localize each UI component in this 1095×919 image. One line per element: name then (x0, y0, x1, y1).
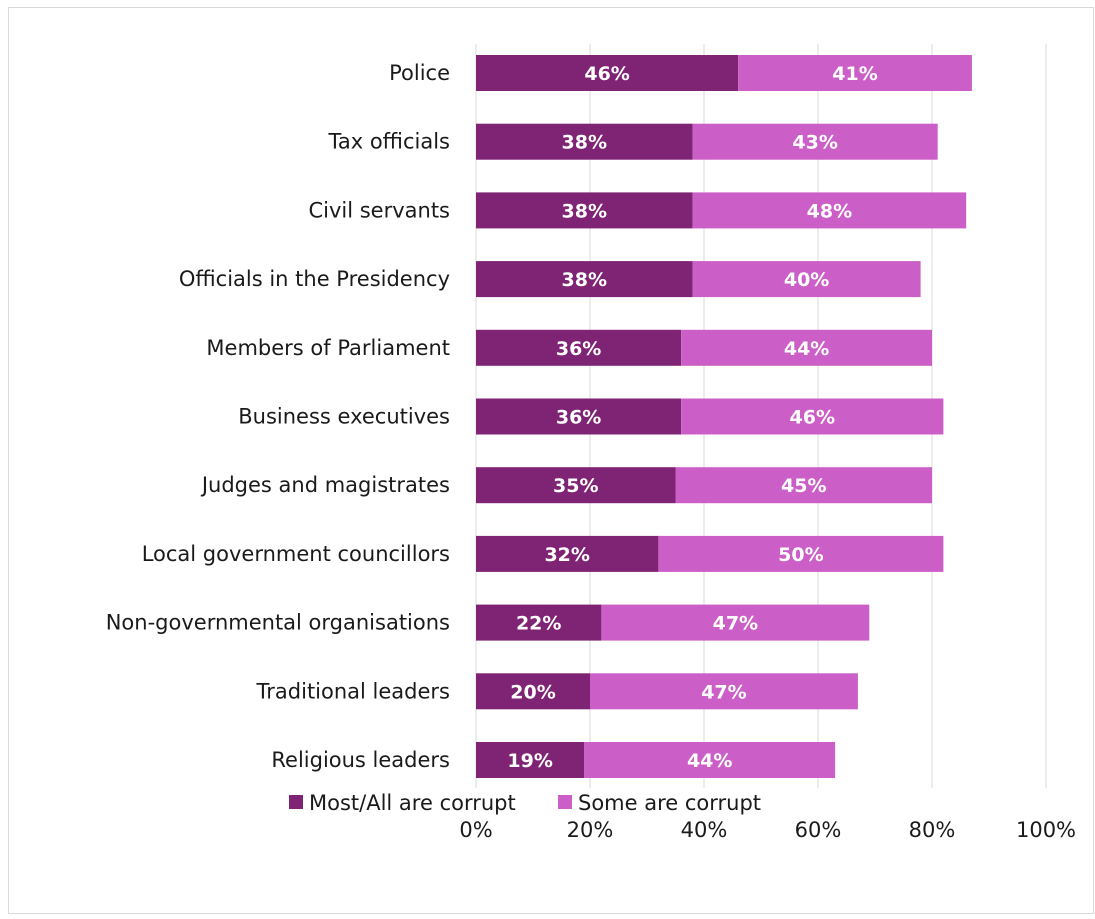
bar-data-label: 47% (713, 613, 758, 635)
legend-label: Most/All are corrupt (309, 791, 516, 815)
bar-data-label: 20% (510, 681, 555, 703)
bar-data-label: 46% (790, 407, 835, 429)
x-tick-label: 20% (567, 818, 614, 842)
bars: 46% 41% 38% 43% 38% 48% 38% 40% 36% 44% 36% 46% 35% 4… (476, 55, 972, 778)
bar-most-all-corrupt (476, 673, 590, 710)
bar-some-corrupt (584, 742, 836, 778)
category-label: Business executives (238, 405, 450, 429)
legend-label: Some are corrupt (578, 791, 761, 815)
bar-row: 38% 48% (476, 192, 967, 229)
bar-data-label: 38% (562, 132, 607, 154)
bar-some-corrupt (658, 535, 944, 572)
bar-data-label: 50% (778, 544, 823, 566)
legend-swatch (289, 795, 303, 809)
legend-item-most-all-corrupt: Most/All are corrupt (289, 791, 516, 815)
category-label: Local government councillors (142, 542, 450, 566)
bar-data-label: 36% (556, 407, 601, 429)
bar-data-label: 19% (507, 750, 552, 772)
bar-row: 19% 44% (476, 742, 836, 778)
bar-most-all-corrupt (476, 261, 693, 298)
category-label: Tax officials (328, 130, 451, 154)
bar-some-corrupt (681, 398, 944, 435)
bar-row: 20% 47% (476, 673, 858, 710)
x-tick-label: 100% (1016, 818, 1076, 842)
bar-data-label: 41% (832, 63, 877, 85)
legend-item-some-corrupt: Some are corrupt (558, 791, 761, 815)
x-tick-label: 0% (459, 818, 492, 842)
bar-most-all-corrupt (476, 742, 585, 778)
bar-row: 22% 47% (476, 604, 870, 641)
chart-frame: 46% 41% 38% 43% 38% 48% 38% 40% 36% 44% 36% 46% 35% 4… (8, 7, 1094, 914)
category-label: Members of Parliament (206, 336, 450, 360)
bar-data-label: 44% (784, 338, 829, 360)
bar-data-label: 46% (584, 63, 629, 85)
bar-data-label: 38% (562, 269, 607, 291)
bar-row: 32% 50% (476, 535, 944, 572)
category-labels: Police Tax officials Civil servants Officia… (106, 61, 450, 772)
category-label: Police (389, 61, 450, 85)
bar-some-corrupt (692, 123, 938, 160)
bar-some-corrupt (590, 673, 858, 710)
bar-some-corrupt (675, 467, 932, 504)
bar-data-label: 36% (556, 338, 601, 360)
bar-data-label: 40% (784, 269, 829, 291)
bar-data-label: 47% (701, 681, 746, 703)
bar-row: 36% 46% (476, 398, 944, 435)
bar-some-corrupt (692, 261, 921, 298)
stacked-bar-chart: 46% 41% 38% 43% 38% 48% 38% 40% 36% 44% 36% 46% 35% 4… (106, 44, 1076, 842)
bar-most-all-corrupt (476, 604, 602, 641)
bar-data-label: 22% (516, 613, 561, 635)
x-tick-label: 80% (909, 818, 956, 842)
bar-most-all-corrupt (476, 123, 693, 160)
bar-most-all-corrupt (476, 467, 676, 504)
legend: Most/All are corrupt Some are corrupt (289, 791, 761, 815)
bar-row: 36% 44% (476, 329, 932, 366)
bar-most-all-corrupt (476, 192, 693, 229)
legend-swatch (558, 795, 572, 809)
bar-most-all-corrupt (476, 329, 682, 366)
bar-row: 46% 41% (476, 55, 972, 91)
bar-some-corrupt (681, 329, 932, 366)
category-label: Religious leaders (271, 748, 450, 772)
bar-data-label: 38% (562, 200, 607, 222)
bar-most-all-corrupt (476, 535, 659, 572)
bar-row: 35% 45% (476, 467, 932, 504)
bar-data-label: 48% (807, 200, 852, 222)
bar-row: 38% 43% (476, 123, 938, 160)
category-label: Judges and magistrates (200, 473, 450, 497)
bar-most-all-corrupt (476, 398, 682, 435)
category-label: Civil servants (308, 198, 450, 222)
x-axis-tick-labels: 0% 20% 40% 60% 80% 100% (459, 818, 1076, 842)
category-label: Traditional leaders (256, 679, 450, 703)
bar-most-all-corrupt (476, 55, 739, 91)
category-label: Officials in the Presidency (179, 267, 450, 291)
bar-data-label: 35% (553, 475, 598, 497)
x-tick-label: 40% (681, 818, 728, 842)
bar-some-corrupt (692, 192, 967, 229)
bar-data-label: 45% (781, 475, 826, 497)
bar-some-corrupt (601, 604, 870, 641)
bar-some-corrupt (738, 55, 972, 91)
category-label: Non-governmental organisations (106, 611, 450, 635)
x-tick-label: 60% (795, 818, 842, 842)
bar-data-label: 44% (687, 750, 732, 772)
bar-data-label: 43% (792, 132, 837, 154)
bar-row: 38% 40% (476, 261, 921, 298)
bar-data-label: 32% (544, 544, 589, 566)
